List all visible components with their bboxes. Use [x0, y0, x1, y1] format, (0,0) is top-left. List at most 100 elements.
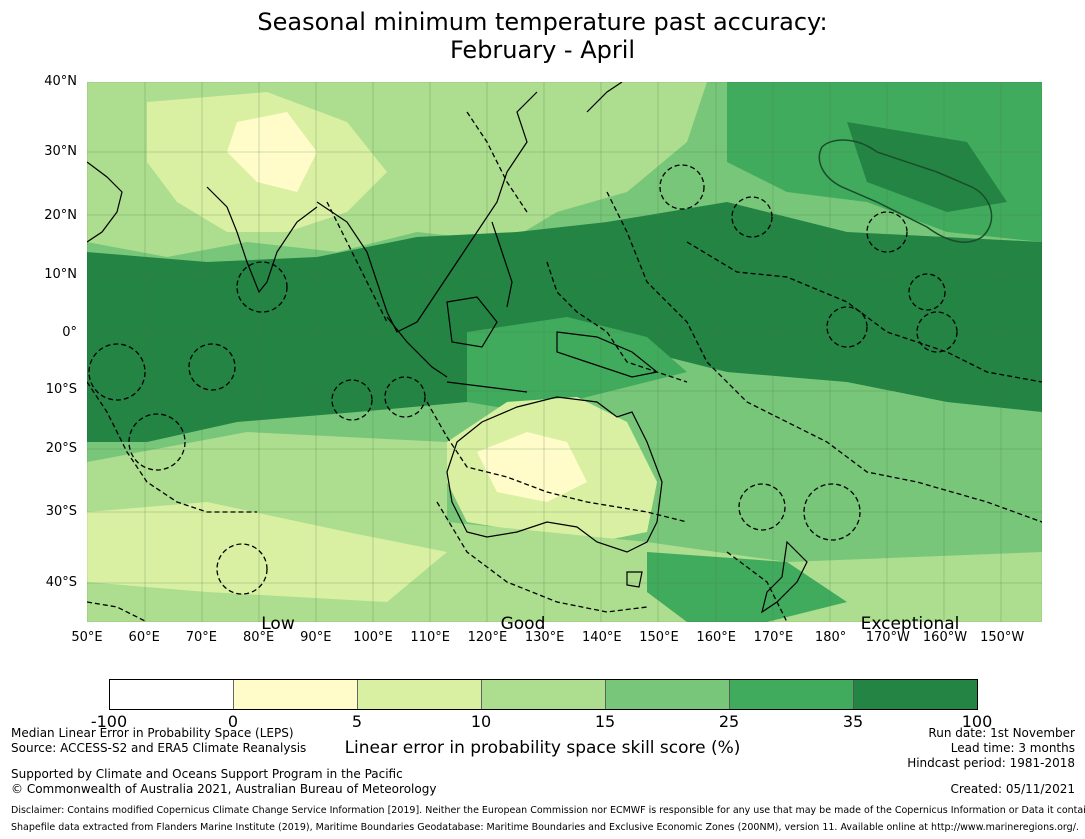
longitude-label: 170°E: [753, 630, 794, 645]
skill-label-low: Low: [261, 614, 295, 634]
coast-arabia: [87, 161, 123, 243]
eez-boundaries: [87, 111, 1042, 622]
eez-circle: [216, 543, 268, 595]
skill-region-australia-light: [477, 432, 587, 502]
skill-region-south-pale: [87, 502, 447, 602]
eez-outline: [686, 241, 1042, 383]
skill-map: [87, 82, 1042, 622]
skill-region-equator-mid: [467, 317, 687, 412]
eez-outline: [606, 191, 1042, 523]
eez-outline: [326, 201, 388, 323]
eez-outline: [87, 601, 148, 622]
eez-hawaii: [818, 139, 993, 243]
latitude-label: 30°S: [45, 504, 77, 519]
colorbar-tick-label: 25: [718, 712, 740, 731]
coast-se-asia: [316, 91, 538, 333]
created-date: Created: 05/11/2021: [950, 782, 1075, 796]
eez-circle: [738, 483, 786, 531]
coast-india: [206, 186, 318, 294]
title-line-2: February - April: [449, 36, 636, 64]
coast-australia: [446, 396, 663, 553]
latitude-label: 0°: [62, 325, 77, 340]
coast-sumatra: [386, 316, 448, 378]
skill-region-india-pale: [227, 112, 317, 192]
coast-new-guinea: [556, 331, 659, 378]
skill-label-good: Good: [500, 614, 546, 634]
colorbar-tick-label: 35: [842, 712, 864, 731]
latitude-label: 40°S: [45, 575, 77, 590]
latitude-label: 10°S: [45, 382, 77, 397]
longitude-label: 90°E: [300, 630, 332, 645]
colorbar-tick-label: 5: [351, 712, 363, 731]
colorbar-tick-label: 0: [227, 712, 239, 731]
coast-borneo: [446, 296, 498, 348]
longitude-label: 120°E: [467, 630, 508, 645]
skill-region-south-darkpatch: [647, 552, 847, 622]
longitude-label: 140°E: [582, 630, 622, 645]
colorbar-segment: [605, 679, 730, 710]
longitude-label: 70°E: [185, 630, 218, 645]
eez-circle: [236, 261, 288, 313]
colorbar-label: Linear error in probability space skill …: [344, 738, 741, 758]
coast-new-zealand: [761, 540, 808, 614]
eez-circle: [188, 343, 236, 391]
colorbar: [109, 679, 978, 710]
skill-region-npacific-dark: [847, 122, 1007, 212]
colorbar-segment: [357, 679, 482, 710]
eez-circle: [128, 413, 186, 471]
shapefile-note: Shapefile data extracted from Flanders M…: [11, 822, 1079, 833]
colorbar-tick-label: 100: [961, 712, 993, 731]
longitude-label: 130°E: [524, 630, 565, 645]
disclaimer: Disclaimer: Contains modified Copernicus…: [11, 805, 1085, 816]
eez-circle: [659, 164, 705, 210]
coast-philippines: [491, 221, 513, 308]
longitude-label: 170°W: [865, 630, 910, 645]
colorbar-segment: [481, 679, 606, 710]
footer-copyright: © Commonwealth of Australia 2021, Austra…: [11, 782, 437, 796]
colorbar-segment: [729, 679, 854, 710]
coast-tasmania: [626, 571, 643, 588]
skill-label-exceptional: Exceptional: [860, 614, 960, 634]
title-line-1: Seasonal minimum temperature past accura…: [257, 8, 828, 36]
colorbar-segment: [233, 679, 358, 710]
coast-japan: [586, 82, 623, 113]
eez-circle: [731, 196, 773, 238]
colorbar-tick-label: 15: [594, 712, 616, 731]
lead-time: Lead time: 3 months: [950, 741, 1075, 755]
eez-outline: [726, 551, 788, 622]
longitude-label: 100°E: [353, 630, 393, 645]
graticule: [87, 82, 1042, 622]
eez-outline: [546, 261, 688, 383]
colorbar-outline: [109, 679, 978, 710]
colorbar-tick-label: 10: [470, 712, 492, 731]
colorbar-segment: [853, 679, 978, 710]
longitude-label: 80°E: [242, 630, 275, 645]
eez-circle: [826, 306, 868, 348]
eez-circle: [908, 273, 946, 311]
latitude-label: 20°N: [44, 208, 77, 223]
footer-source: Source: ACCESS-S2 and ERA5 Climate Reana…: [11, 741, 307, 755]
chart-title: Seasonal minimum temperature past accura…: [0, 8, 1085, 64]
coast-java: [446, 381, 528, 393]
eez-outline: [466, 111, 528, 213]
eez-outline: [436, 501, 648, 613]
colorbar-segment: [109, 679, 234, 710]
eez-circle: [916, 311, 958, 353]
footer-leps: Median Linear Error in Probability Space…: [11, 726, 294, 740]
eez-circle: [384, 376, 426, 418]
latitude-label: 20°S: [45, 441, 77, 456]
longitude-label: 50°E: [71, 630, 103, 645]
latitude-label: 40°N: [44, 74, 77, 89]
latitude-label: 10°N: [44, 267, 77, 282]
coastlines: [87, 82, 808, 614]
footer-support: Supported by Climate and Oceans Support …: [11, 767, 403, 781]
eez-circle: [331, 379, 373, 421]
eez-outline: [426, 401, 688, 523]
eez-circle: [88, 343, 146, 401]
eez-circle: [803, 483, 861, 541]
longitude-label: 60°E: [128, 630, 160, 645]
longitude-label: 150°E: [639, 630, 679, 645]
longitude-label: 160°E: [696, 630, 736, 645]
latitude-label: 30°N: [44, 144, 77, 159]
hindcast-period: Hindcast period: 1981-2018: [907, 756, 1075, 770]
